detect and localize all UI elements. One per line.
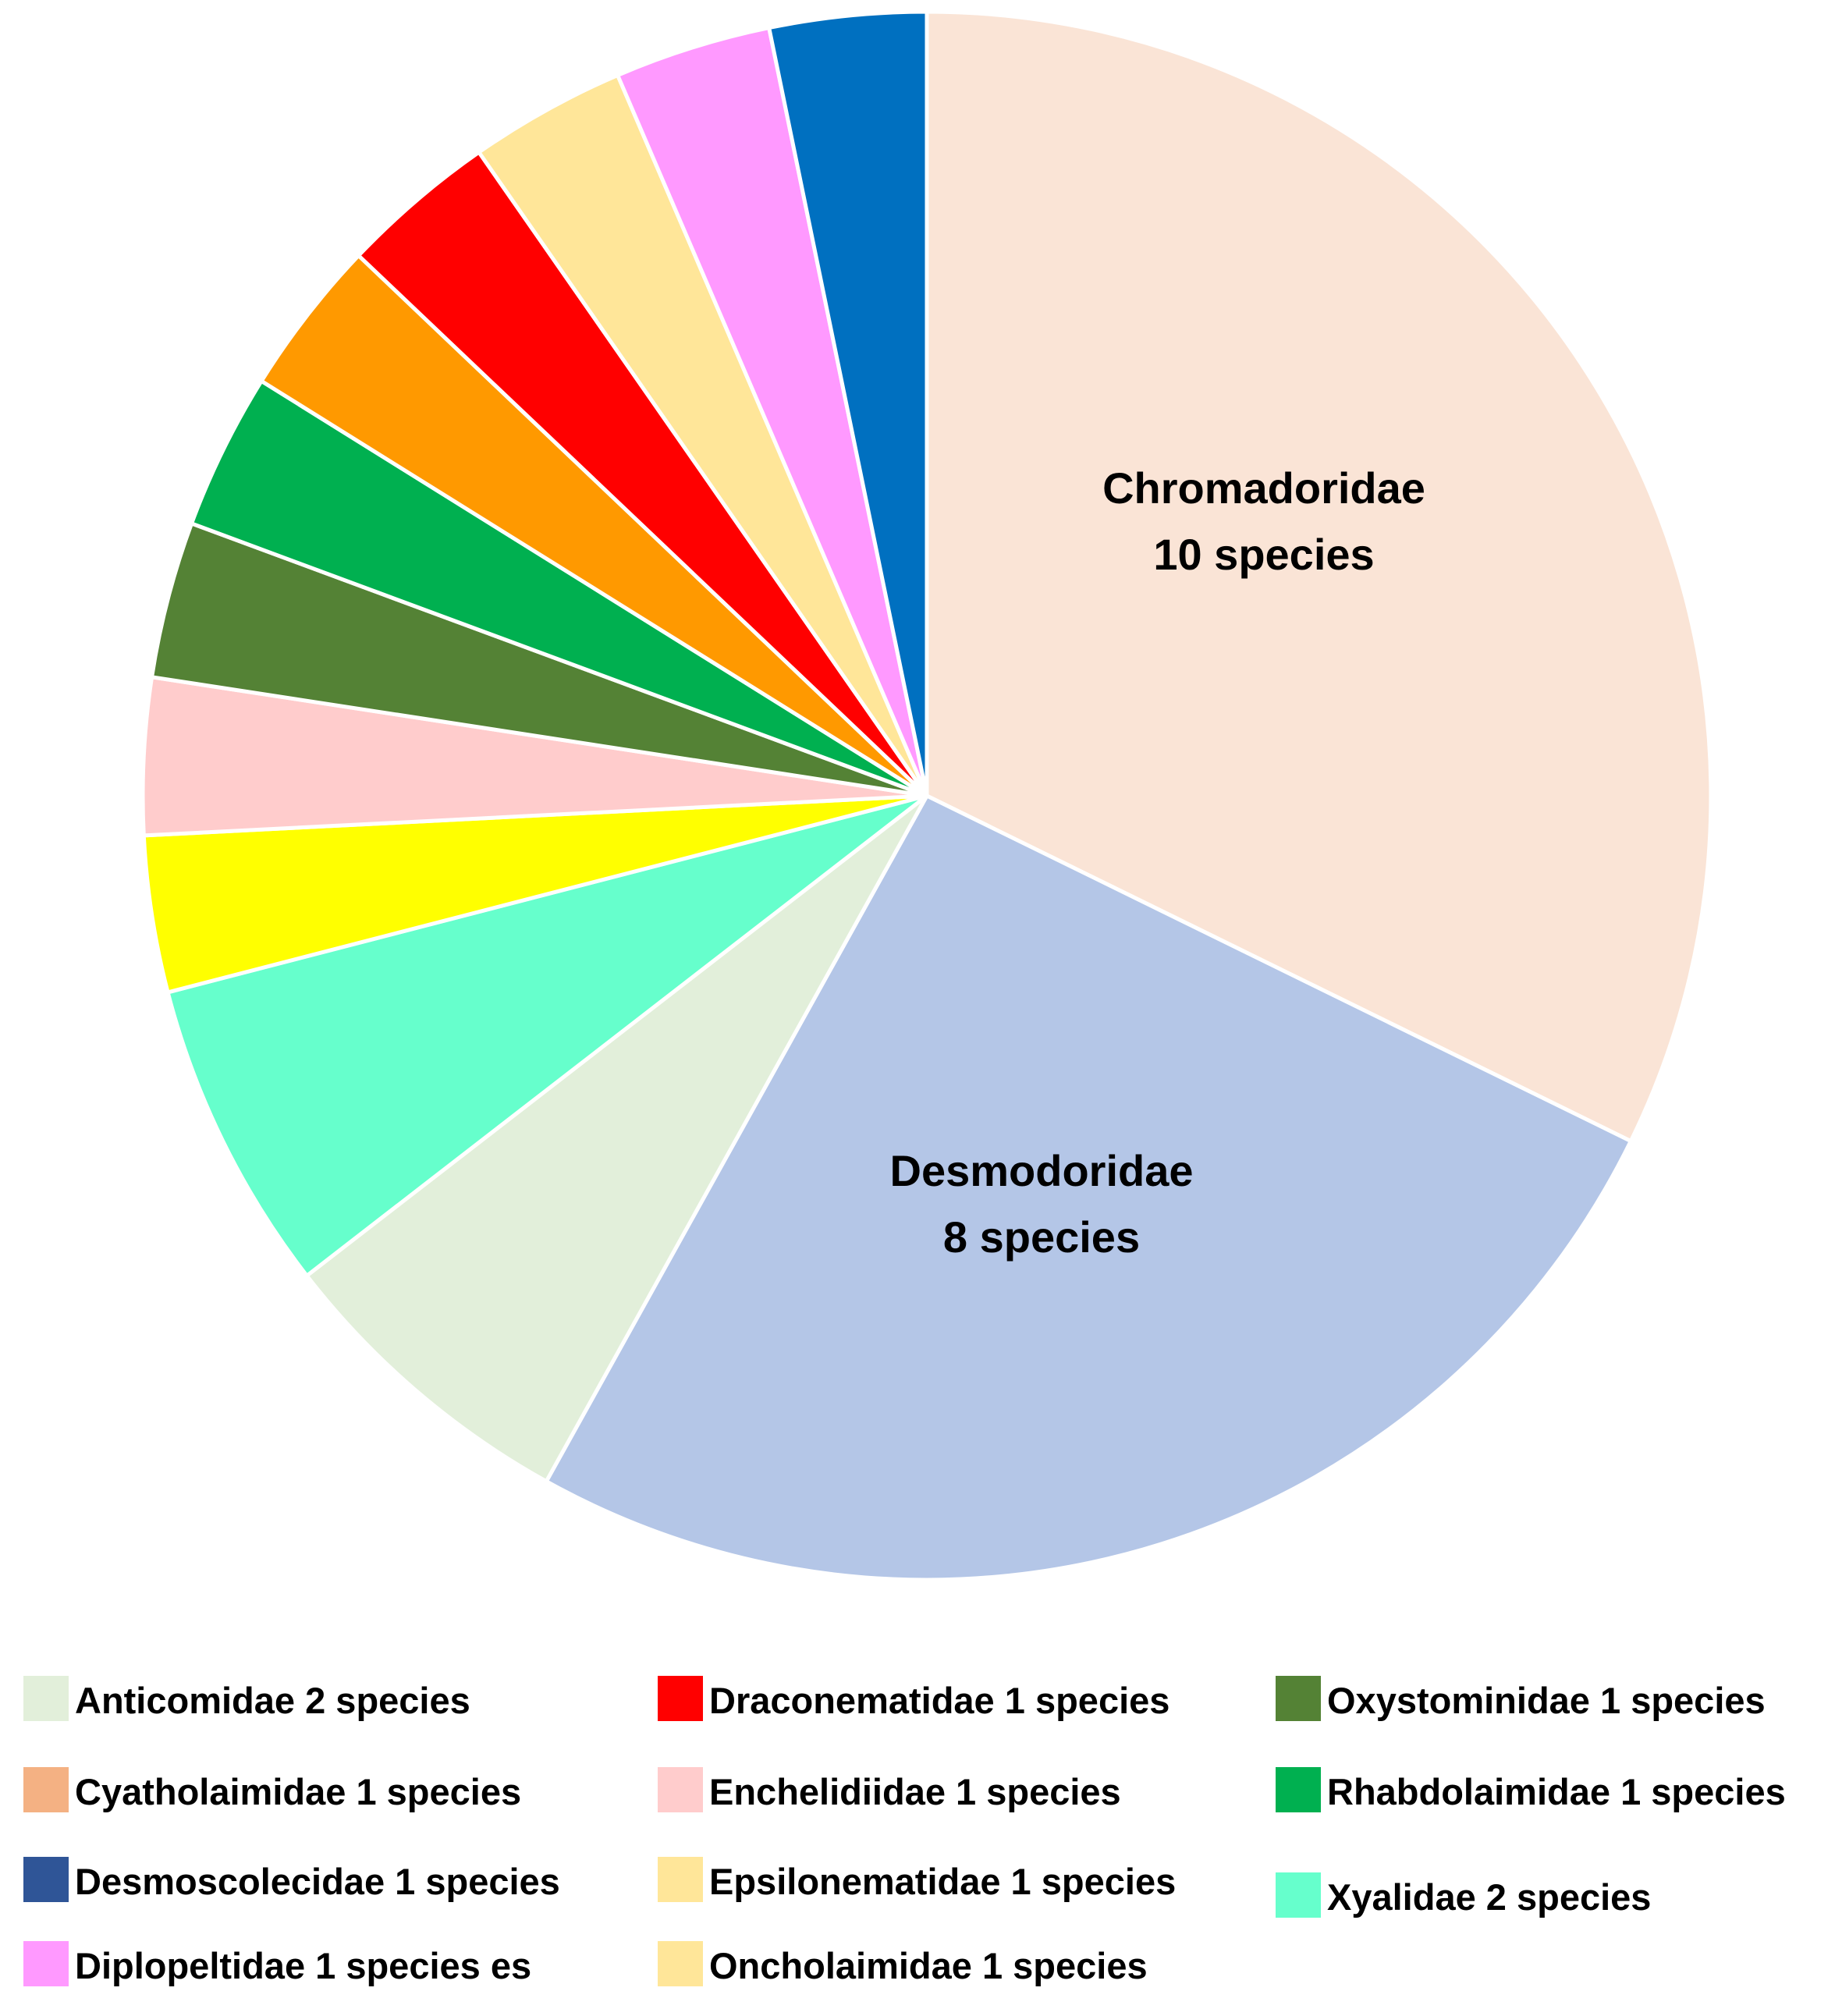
- legend-swatch: [1276, 1767, 1321, 1812]
- slice-label-chromadoridae-name: Chromadoridae: [1102, 463, 1425, 513]
- legend-swatch: [1276, 1872, 1321, 1918]
- legend-label: Xyalidae 2 species: [1327, 1876, 1651, 1918]
- legend-label: Diplopeltidae 1 species es: [75, 1945, 531, 1986]
- pie-slice-chromadoridae: [925, 9, 1713, 1144]
- legend: Anticomidae 2 species Cyatholaimidae 1 sp…: [23, 1676, 1786, 1986]
- legend-swatch: [1276, 1676, 1321, 1721]
- legend-swatch: [23, 1767, 69, 1812]
- slice-labels: Chromadoridae 10 species Desmodoridae 8 spe…: [890, 463, 1425, 1262]
- slice-label-chromadoridae-count: 10 species: [1153, 530, 1374, 579]
- slice-label-desmodoridae-name: Desmodoridae: [890, 1146, 1194, 1195]
- legend-label: Enchelidiidae 1 species: [709, 1771, 1121, 1812]
- legend-swatch: [23, 1857, 69, 1902]
- slice-label-desmodoridae-count: 8 species: [943, 1212, 1140, 1262]
- legend-label: Draconematidae 1 species: [709, 1680, 1170, 1721]
- legend-swatch: [23, 1676, 69, 1721]
- legend-label: Epsilonematidae 1 species: [709, 1861, 1176, 1902]
- legend-swatch: [658, 1941, 703, 1986]
- legend-swatch: [658, 1857, 703, 1902]
- pie-slice-anticomidae: [303, 794, 929, 1485]
- pie-slice-xyalidae: [165, 793, 928, 1279]
- pie-slice-desmoscolecidae: [766, 9, 929, 797]
- pie-slice-desmodoridae: [543, 793, 1634, 1582]
- legend-swatch: [658, 1676, 703, 1721]
- legend-label: Desmoscolecidae 1 species: [75, 1861, 560, 1902]
- legend-swatch: [23, 1941, 69, 1986]
- legend-label: Oncholaimidae 1 species: [709, 1945, 1148, 1986]
- legend-label: Oxystominidae 1 species: [1327, 1680, 1766, 1721]
- pie-slices: [140, 9, 1713, 1582]
- legend-label: Anticomidae 2 species: [75, 1680, 470, 1721]
- legend-swatch: [658, 1767, 703, 1812]
- legend-label: Cyatholaimidae 1 species: [75, 1771, 521, 1812]
- legend-label: Rhabdolaimidae 1 species: [1327, 1771, 1786, 1812]
